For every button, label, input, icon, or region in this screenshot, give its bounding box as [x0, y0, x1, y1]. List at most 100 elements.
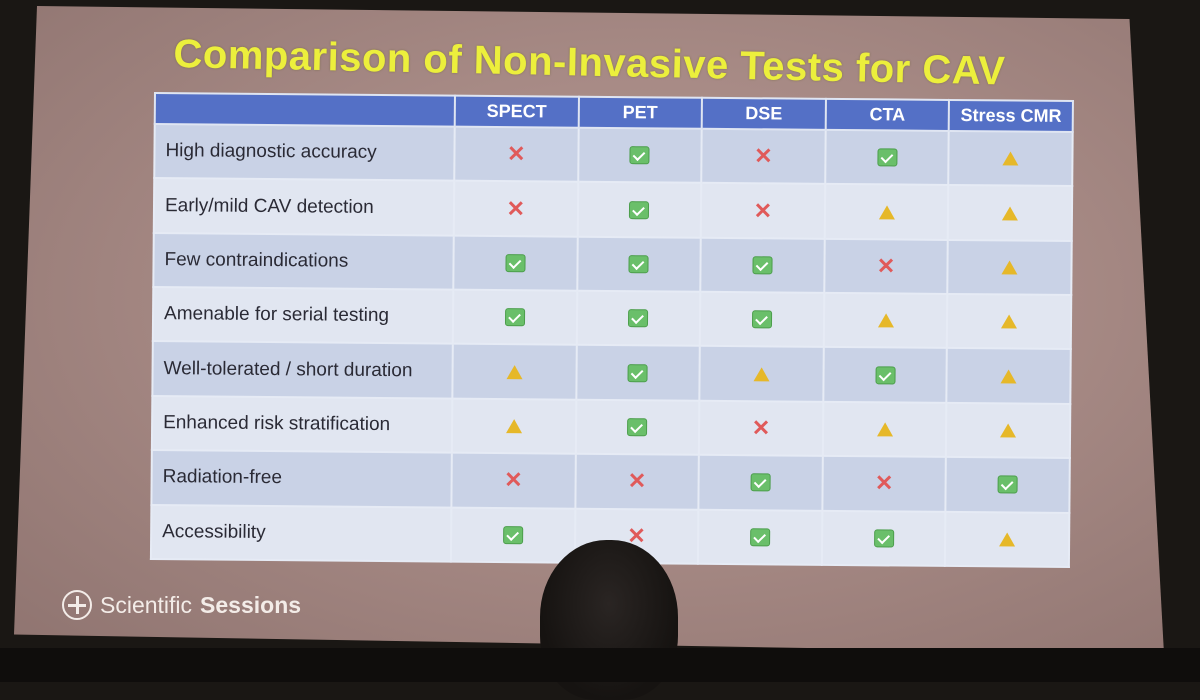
row-label: Accessibility — [150, 504, 452, 562]
table-cell: ✕ — [699, 400, 824, 457]
brand-text-light: Scientific — [100, 591, 193, 618]
globe-icon — [62, 590, 92, 620]
warning-icon — [1000, 423, 1017, 438]
table-body: High diagnostic accuracy ✕ ✕ Early/mild CAV… — [150, 124, 1073, 568]
check-icon — [873, 529, 894, 548]
table-cell — [575, 345, 700, 401]
table-cell — [945, 457, 1070, 513]
table-cell — [824, 184, 949, 240]
warning-icon — [1001, 314, 1018, 329]
table-cell — [452, 344, 577, 400]
column-header: SPECT — [454, 95, 579, 128]
table-row: Enhanced risk stratification ✕ — [151, 395, 1071, 459]
warning-icon — [505, 419, 522, 434]
table-cell — [821, 510, 946, 566]
floor — [0, 648, 1200, 682]
table-cell: ✕ — [453, 180, 578, 237]
x-icon: ✕ — [753, 197, 773, 223]
check-icon — [750, 527, 771, 547]
comparison-table-wrapper: SPECT PET DSE CTA Stress CMR High diagno… — [150, 92, 1074, 568]
table-cell — [948, 130, 1073, 187]
table-cell — [699, 346, 824, 402]
table-row: High diagnostic accuracy ✕ ✕ — [154, 124, 1073, 187]
table-row: Radiation-free ✕ ✕ ✕ — [151, 450, 1070, 513]
table-cell — [945, 511, 1070, 568]
check-icon — [627, 363, 649, 382]
x-icon: ✕ — [751, 415, 771, 441]
check-icon — [504, 308, 525, 327]
table-cell — [947, 294, 1072, 350]
row-label: Early/mild CAV detection — [153, 178, 455, 236]
table-cell — [947, 239, 1072, 296]
check-icon — [875, 365, 896, 385]
table-cell — [946, 402, 1071, 459]
table-row: Few contraindications ✕ — [153, 232, 1072, 296]
table-row: Early/mild CAV detection ✕ ✕ — [153, 178, 1073, 241]
table-cell — [823, 292, 948, 349]
row-label: Radiation-free — [151, 450, 452, 508]
table-cell — [698, 454, 823, 511]
table-cell — [451, 398, 576, 454]
table-cell — [823, 347, 948, 403]
check-icon — [876, 148, 898, 167]
column-header: PET — [578, 96, 703, 129]
table-cell: ✕ — [574, 453, 700, 510]
table-cell — [450, 507, 575, 563]
table-cell — [577, 127, 702, 184]
check-icon — [629, 200, 650, 219]
table-cell: ✕ — [451, 452, 576, 509]
table-cell: ✕ — [701, 128, 826, 185]
x-icon: ✕ — [506, 141, 526, 167]
table-cell — [577, 182, 702, 238]
table-cell — [698, 509, 823, 565]
row-label: Well-tolerated / short duration — [152, 341, 453, 399]
column-header: Stress CMR — [949, 99, 1073, 133]
column-header: CTA — [825, 98, 950, 131]
table-cell — [948, 185, 1073, 241]
table-row: Amenable for serial testing — [152, 287, 1072, 350]
x-icon: ✕ — [506, 195, 526, 221]
table-cell — [699, 291, 825, 348]
check-icon — [750, 473, 771, 492]
table-cell — [575, 399, 700, 455]
check-icon — [751, 310, 773, 329]
warning-icon — [878, 204, 895, 220]
x-icon: ✕ — [627, 468, 647, 494]
x-icon: ✕ — [754, 143, 773, 169]
warning-icon — [999, 532, 1016, 547]
check-icon — [628, 255, 649, 274]
brand-logo: Scientific Sessions — [62, 590, 301, 620]
table-cell: ✕ — [822, 456, 947, 512]
x-icon: ✕ — [876, 253, 896, 279]
slide-title: Comparison of Non-Invasive Tests for CAV — [173, 32, 1006, 94]
table-corner-cell — [154, 93, 455, 127]
warning-icon — [1000, 369, 1017, 384]
table-cell: ✕ — [824, 238, 949, 295]
warning-icon — [876, 422, 893, 437]
table-cell — [576, 290, 701, 347]
row-label: Amenable for serial testing — [152, 287, 454, 345]
table-cell — [452, 289, 577, 346]
check-icon — [997, 475, 1018, 494]
check-icon — [502, 525, 524, 545]
check-icon — [628, 309, 649, 328]
comparison-table: SPECT PET DSE CTA Stress CMR High diagno… — [150, 92, 1074, 568]
warning-icon — [1002, 205, 1019, 221]
warning-icon — [1001, 260, 1018, 275]
warning-icon — [506, 364, 523, 379]
table-cell — [453, 235, 578, 291]
table-cell: ✕ — [454, 126, 579, 183]
table-cell — [825, 129, 950, 186]
row-label: Few contraindications — [153, 232, 454, 290]
check-icon — [627, 418, 648, 437]
table-cell — [822, 401, 947, 458]
row-label: High diagnostic accuracy — [154, 124, 455, 181]
check-icon — [505, 253, 526, 273]
warning-icon — [1002, 151, 1019, 166]
brand-text-bold: Sessions — [200, 591, 302, 618]
table-cell — [700, 237, 825, 293]
row-label: Enhanced risk stratification — [151, 395, 453, 453]
x-icon: ✕ — [504, 467, 523, 493]
table-cell — [946, 348, 1071, 404]
warning-icon — [753, 366, 770, 382]
